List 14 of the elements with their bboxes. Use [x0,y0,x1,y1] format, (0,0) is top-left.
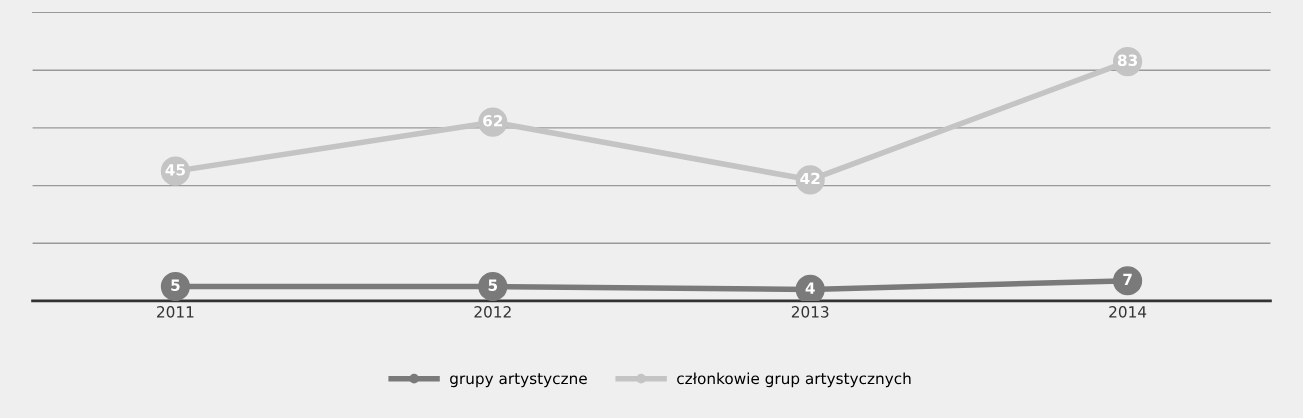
data-label: 45 [165,164,185,176]
x-tick-label: 2013 [791,306,829,318]
x-tick-label: 2012 [474,306,511,318]
x-tick-label: 2014 [1109,306,1147,318]
data-label: 83 [1117,54,1138,66]
legend-label: grupy artystyczne [450,373,587,388]
data-label: 7 [1123,273,1132,285]
data-label: 4 [805,282,815,294]
data-label: 5 [171,279,180,291]
x-tick-label: 2011 [157,306,194,318]
data-label: 5 [488,279,498,291]
data-label: 62 [483,115,503,127]
data-label: 42 [800,172,820,185]
legend-label: członkowie grup artystycznych [677,372,911,388]
